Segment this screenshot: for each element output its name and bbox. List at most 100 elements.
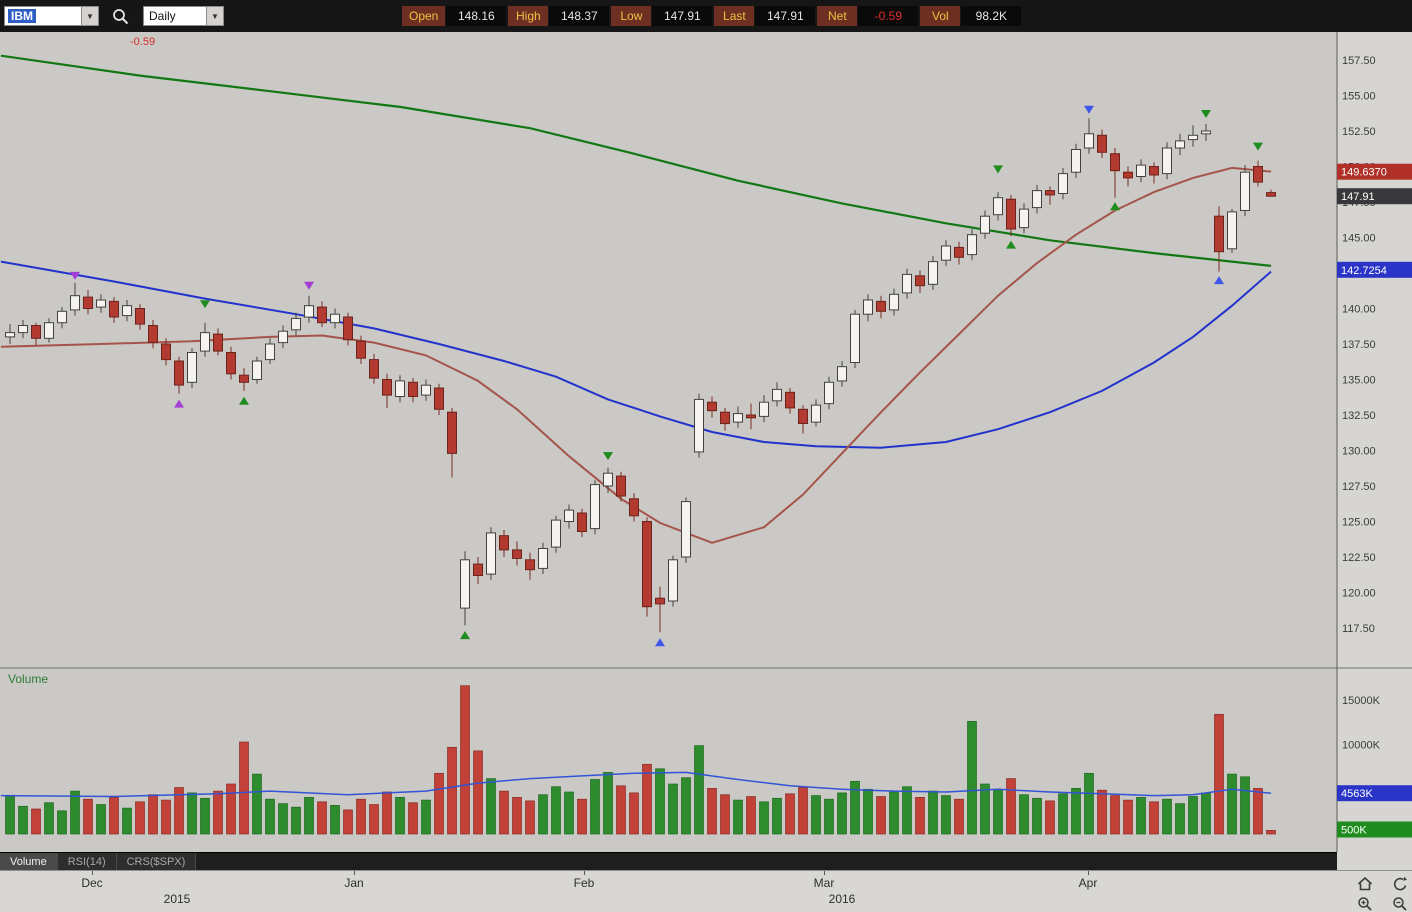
svg-text:155.00: 155.00 <box>1342 91 1376 103</box>
svg-text:142.7254: 142.7254 <box>1341 265 1387 277</box>
tab-crs-spx[interactable]: CRS($SPX) <box>116 853 197 870</box>
volume-tag <box>1337 785 1412 802</box>
symbol-dropdown-button[interactable]: ▼ <box>82 6 99 26</box>
chevron-down-icon: ▼ <box>86 11 94 21</box>
axis-panel-background <box>1337 32 1412 852</box>
zoom-out-button[interactable] <box>1391 895 1408 912</box>
chevron-down-icon: ▼ <box>211 11 219 21</box>
year-label: 2015 <box>163 892 191 906</box>
signal-marker-down-green <box>1201 109 1211 118</box>
month-label: Feb <box>573 876 595 890</box>
svg-text:125.00: 125.00 <box>1342 517 1376 529</box>
signal-marker-up-green <box>1110 202 1120 211</box>
signal-marker-up-green <box>239 396 249 405</box>
time-axis: Dec Jan Feb Mar Apr 2015 2016 <box>0 870 1412 912</box>
ma-red-line <box>0 166 1272 544</box>
svg-text:152.50: 152.50 <box>1342 126 1376 138</box>
svg-text:4563K: 4563K <box>1341 788 1373 800</box>
zoom-in-icon <box>1357 896 1372 911</box>
timeframe-dropdown-button[interactable]: ▼ <box>207 6 224 26</box>
quote-vol-label: Vol <box>920 6 961 26</box>
signal-marker-up-green <box>1006 240 1016 249</box>
price-tag <box>1337 261 1412 278</box>
quote-high-label: High <box>508 6 549 26</box>
svg-text:122.50: 122.50 <box>1342 552 1376 564</box>
svg-text:149.6370: 149.6370 <box>1341 167 1387 179</box>
signal-marker-up-blue <box>1214 276 1224 285</box>
timeframe-select[interactable]: Daily <box>143 6 207 26</box>
tab-volume[interactable]: Volume <box>0 853 58 870</box>
quote-high-value: 148.37 <box>549 6 610 26</box>
quote-open-value: 148.16 <box>446 6 507 26</box>
volume-tag <box>1337 821 1412 838</box>
signal-marker-up-blue <box>655 638 665 647</box>
svg-text:10000K: 10000K <box>1342 740 1381 752</box>
svg-text:135.00: 135.00 <box>1342 375 1376 387</box>
signal-marker-down-green <box>993 165 1003 174</box>
ma-green-line <box>0 54 1272 267</box>
svg-text:120.00: 120.00 <box>1342 588 1376 600</box>
month-tick <box>1088 871 1089 875</box>
zoom-in-button[interactable] <box>1356 895 1373 912</box>
month-label: Apr <box>1078 876 1098 890</box>
quote-last-label: Last <box>714 6 755 26</box>
search-icon <box>112 8 128 24</box>
timeframe-value: Daily <box>149 9 176 23</box>
symbol-input[interactable]: IBM <box>4 6 82 26</box>
symbol-input-value: IBM <box>8 9 36 23</box>
svg-text:130.00: 130.00 <box>1342 446 1376 458</box>
quote-open-label: Open <box>402 6 446 26</box>
svg-text:15000K: 15000K <box>1342 695 1381 707</box>
quote-last-value: 147.91 <box>755 6 816 26</box>
volume-bar-series <box>5 685 1276 835</box>
svg-text:500K: 500K <box>1341 825 1367 837</box>
svg-text:127.50: 127.50 <box>1342 481 1376 493</box>
month-label: Mar <box>813 876 835 890</box>
volume-panel-title: Volume <box>8 672 48 686</box>
chart-nav-icons <box>1356 875 1408 912</box>
search-button[interactable] <box>109 5 131 27</box>
undo-arrow-icon <box>1393 876 1407 890</box>
signal-marker-down-purple <box>70 271 80 280</box>
undo-button[interactable] <box>1391 875 1408 892</box>
signal-marker-up-green <box>460 631 470 640</box>
quote-bar: Open 148.16 High 148.37 Low 147.91 Last … <box>402 6 1023 26</box>
signal-marker-down-purple <box>304 281 314 290</box>
quote-low-label: Low <box>611 6 652 26</box>
price-volume-chart[interactable]: 157.50155.00152.50150.00147.50145.00142.… <box>0 32 1412 852</box>
month-tick <box>92 871 93 875</box>
toolbar: IBM ▼ Daily ▼ Open 148.16 High 148.37 <box>0 0 1412 32</box>
signal-marker-down-blue <box>1084 105 1094 114</box>
chart-net-note: -0.59 <box>130 36 155 48</box>
svg-text:145.00: 145.00 <box>1342 233 1376 245</box>
quote-net-value: -0.59 <box>858 6 919 26</box>
tab-rsi[interactable]: RSI(14) <box>57 853 117 870</box>
indicator-tabs-row: Volume RSI(14) CRS($SPX) <box>0 852 1412 870</box>
svg-text:132.50: 132.50 <box>1342 410 1376 422</box>
svg-text:147.91: 147.91 <box>1341 191 1375 203</box>
price-tag <box>1337 163 1412 180</box>
svg-text:157.50: 157.50 <box>1342 55 1376 67</box>
month-tick <box>584 871 585 875</box>
volume-ma-line <box>0 771 1272 798</box>
axis-value-tags: 149.6370 147.91 142.7254 4563K 500K <box>1337 163 1412 838</box>
quote-vol-value: 98.2K <box>961 6 1022 26</box>
home-button[interactable] <box>1356 875 1373 892</box>
year-label: 2016 <box>828 892 856 906</box>
chart-pane-background <box>0 32 1412 852</box>
svg-text:137.50: 137.50 <box>1342 339 1376 351</box>
month-label: Dec <box>81 876 103 890</box>
candlestick-series <box>5 118 1276 633</box>
month-tick <box>354 871 355 875</box>
signal-marker-down-green <box>1253 142 1263 151</box>
signal-marker-up-purple <box>174 399 184 408</box>
indicator-tabs: Volume RSI(14) CRS($SPX) <box>0 852 1337 870</box>
signal-marker-down-green <box>603 452 613 461</box>
signal-marker-down-green <box>200 300 210 309</box>
price-tag <box>1337 188 1412 205</box>
home-icon <box>1357 876 1372 890</box>
quote-low-value: 147.91 <box>652 6 713 26</box>
zoom-out-icon <box>1392 896 1407 911</box>
signal-markers <box>70 105 1263 647</box>
